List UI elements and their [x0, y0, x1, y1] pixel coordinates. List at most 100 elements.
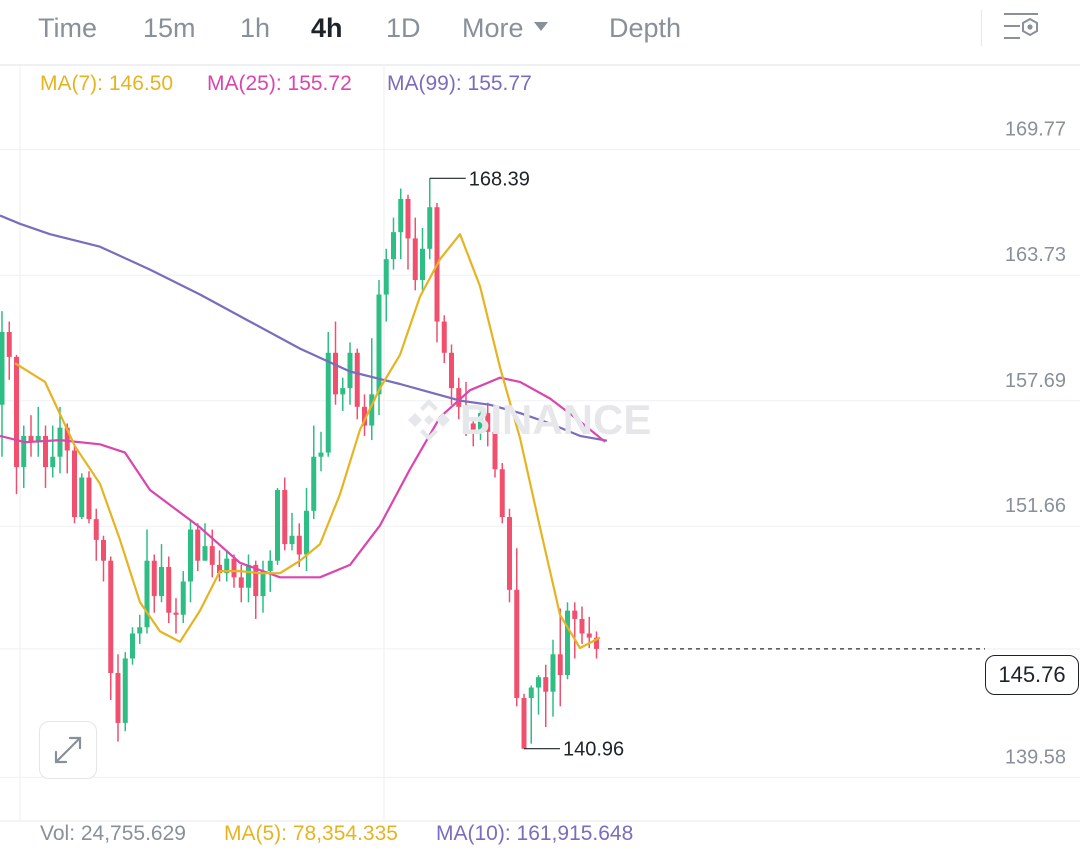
candle-body: [35, 435, 41, 443]
y-tick-label: 139.58: [1005, 746, 1066, 768]
ma99-line: [0, 214, 608, 442]
candle-body: [507, 517, 512, 590]
y-tick-label: 169.77: [1005, 119, 1066, 141]
candle-body: [144, 560, 150, 628]
candle-body: [137, 627, 143, 634]
moving-averages: [0, 214, 608, 650]
candle-body: [340, 388, 346, 395]
candle-body: [311, 456, 317, 511]
grid: [0, 66, 1080, 822]
tab-time[interactable]: Time: [38, 13, 97, 43]
candle-body: [485, 413, 491, 432]
candle-body: [64, 427, 70, 451]
candle-body: [14, 356, 19, 468]
candle-body: [57, 427, 63, 457]
candle-body: [0, 331, 5, 405]
candle-body: [296, 535, 302, 555]
candle-body: [130, 633, 135, 659]
ma25-legend: MA(25): 155.72: [207, 72, 352, 95]
candle-body: [492, 431, 498, 470]
candle-body: [122, 658, 128, 723]
candle-body: [21, 435, 27, 468]
tab-1d[interactable]: 1D: [386, 13, 421, 43]
candle-body: [478, 413, 483, 430]
candle-body: [260, 571, 266, 597]
candle-body: [412, 238, 418, 280]
volume-legend: Vol: 24,755.629: [40, 822, 186, 845]
extreme-markers: 168.39 140.96: [429, 168, 624, 761]
candlestick-chart[interactable]: 169.77 163.73 157.69 151.66 139.58 168.39 140…: [0, 66, 1080, 855]
tab-1h[interactable]: 1h: [240, 13, 271, 43]
candle-body: [209, 546, 215, 565]
candle-body: [159, 566, 164, 597]
candle-body: [565, 610, 570, 676]
candle-body: [6, 331, 12, 357]
expand-icon: [54, 736, 82, 764]
candle-body: [579, 618, 585, 634]
candle-body: [420, 248, 425, 280]
candle-body: [376, 294, 382, 395]
high-price-label: 168.39: [469, 168, 530, 190]
candle-body: [101, 539, 106, 561]
candle-body: [282, 490, 288, 545]
fullscreen-button[interactable]: [39, 721, 97, 779]
candle-body: [514, 589, 520, 698]
candle-body: [557, 654, 563, 676]
candle-body: [173, 612, 179, 615]
candle-body: [470, 423, 476, 430]
tab-15m[interactable]: 15m: [143, 13, 196, 43]
candle-body: [528, 687, 534, 698]
candle-body: [398, 198, 404, 233]
candle-body: [202, 546, 208, 561]
y-tick-label: 157.69: [1005, 370, 1066, 392]
candle-body: [166, 566, 172, 613]
candle-body: [151, 560, 157, 597]
volume-ma5-legend: MA(5): 78,354.335: [224, 822, 398, 845]
chart-settings-icon[interactable]: [1000, 8, 1042, 46]
candle-body: [86, 477, 92, 520]
candle-body: [188, 529, 193, 582]
candle-body: [391, 232, 396, 260]
tab-depth[interactable]: Depth: [609, 13, 682, 43]
tab-more[interactable]: More: [462, 8, 548, 48]
chevron-down-icon: [533, 22, 548, 32]
candle-body: [108, 560, 114, 673]
candle-body: [594, 637, 599, 649]
candle-body: [43, 435, 48, 468]
volume-ma10-legend: MA(10): 161,915.648: [436, 822, 634, 845]
candle-body: [499, 469, 505, 518]
candle-body: [79, 477, 85, 518]
ma25-line: [0, 376, 606, 579]
candle-body: [383, 259, 389, 295]
last-price-tag: 145.76: [985, 655, 1079, 695]
ma7-legend: MA(7): 146.50: [40, 72, 174, 95]
y-tick-label: 151.66: [1005, 495, 1066, 517]
candle-body: [369, 394, 375, 426]
toolbar: Time 15m 1h 4h 1D More Depth: [0, 0, 1080, 62]
candle-body: [180, 581, 186, 615]
candle-body: [93, 519, 99, 540]
tab-more-label: More: [462, 13, 524, 43]
watermark-text: BINANCE: [460, 396, 651, 443]
candle-body: [50, 456, 56, 468]
candle-body: [405, 198, 411, 239]
candle-body: [427, 207, 433, 249]
ma7-line: [14, 233, 601, 650]
candle-body: [449, 352, 454, 389]
candle-body: [217, 564, 222, 574]
candle-body: [325, 352, 331, 453]
low-price-label: 140.96: [563, 739, 624, 761]
candle-body: [275, 490, 280, 561]
binance-watermark: BINANCE: [408, 396, 651, 443]
candle-body: [246, 564, 251, 588]
candle-body: [253, 564, 259, 597]
candle-body: [115, 672, 121, 723]
candle-body: [304, 510, 309, 555]
candle-body: [521, 697, 527, 749]
candle-body: [586, 633, 592, 638]
candle-body: [441, 321, 447, 353]
candle-body: [572, 610, 578, 619]
tab-4h[interactable]: 4h: [311, 13, 343, 43]
candle-body: [224, 558, 230, 574]
candle-body: [195, 529, 201, 561]
